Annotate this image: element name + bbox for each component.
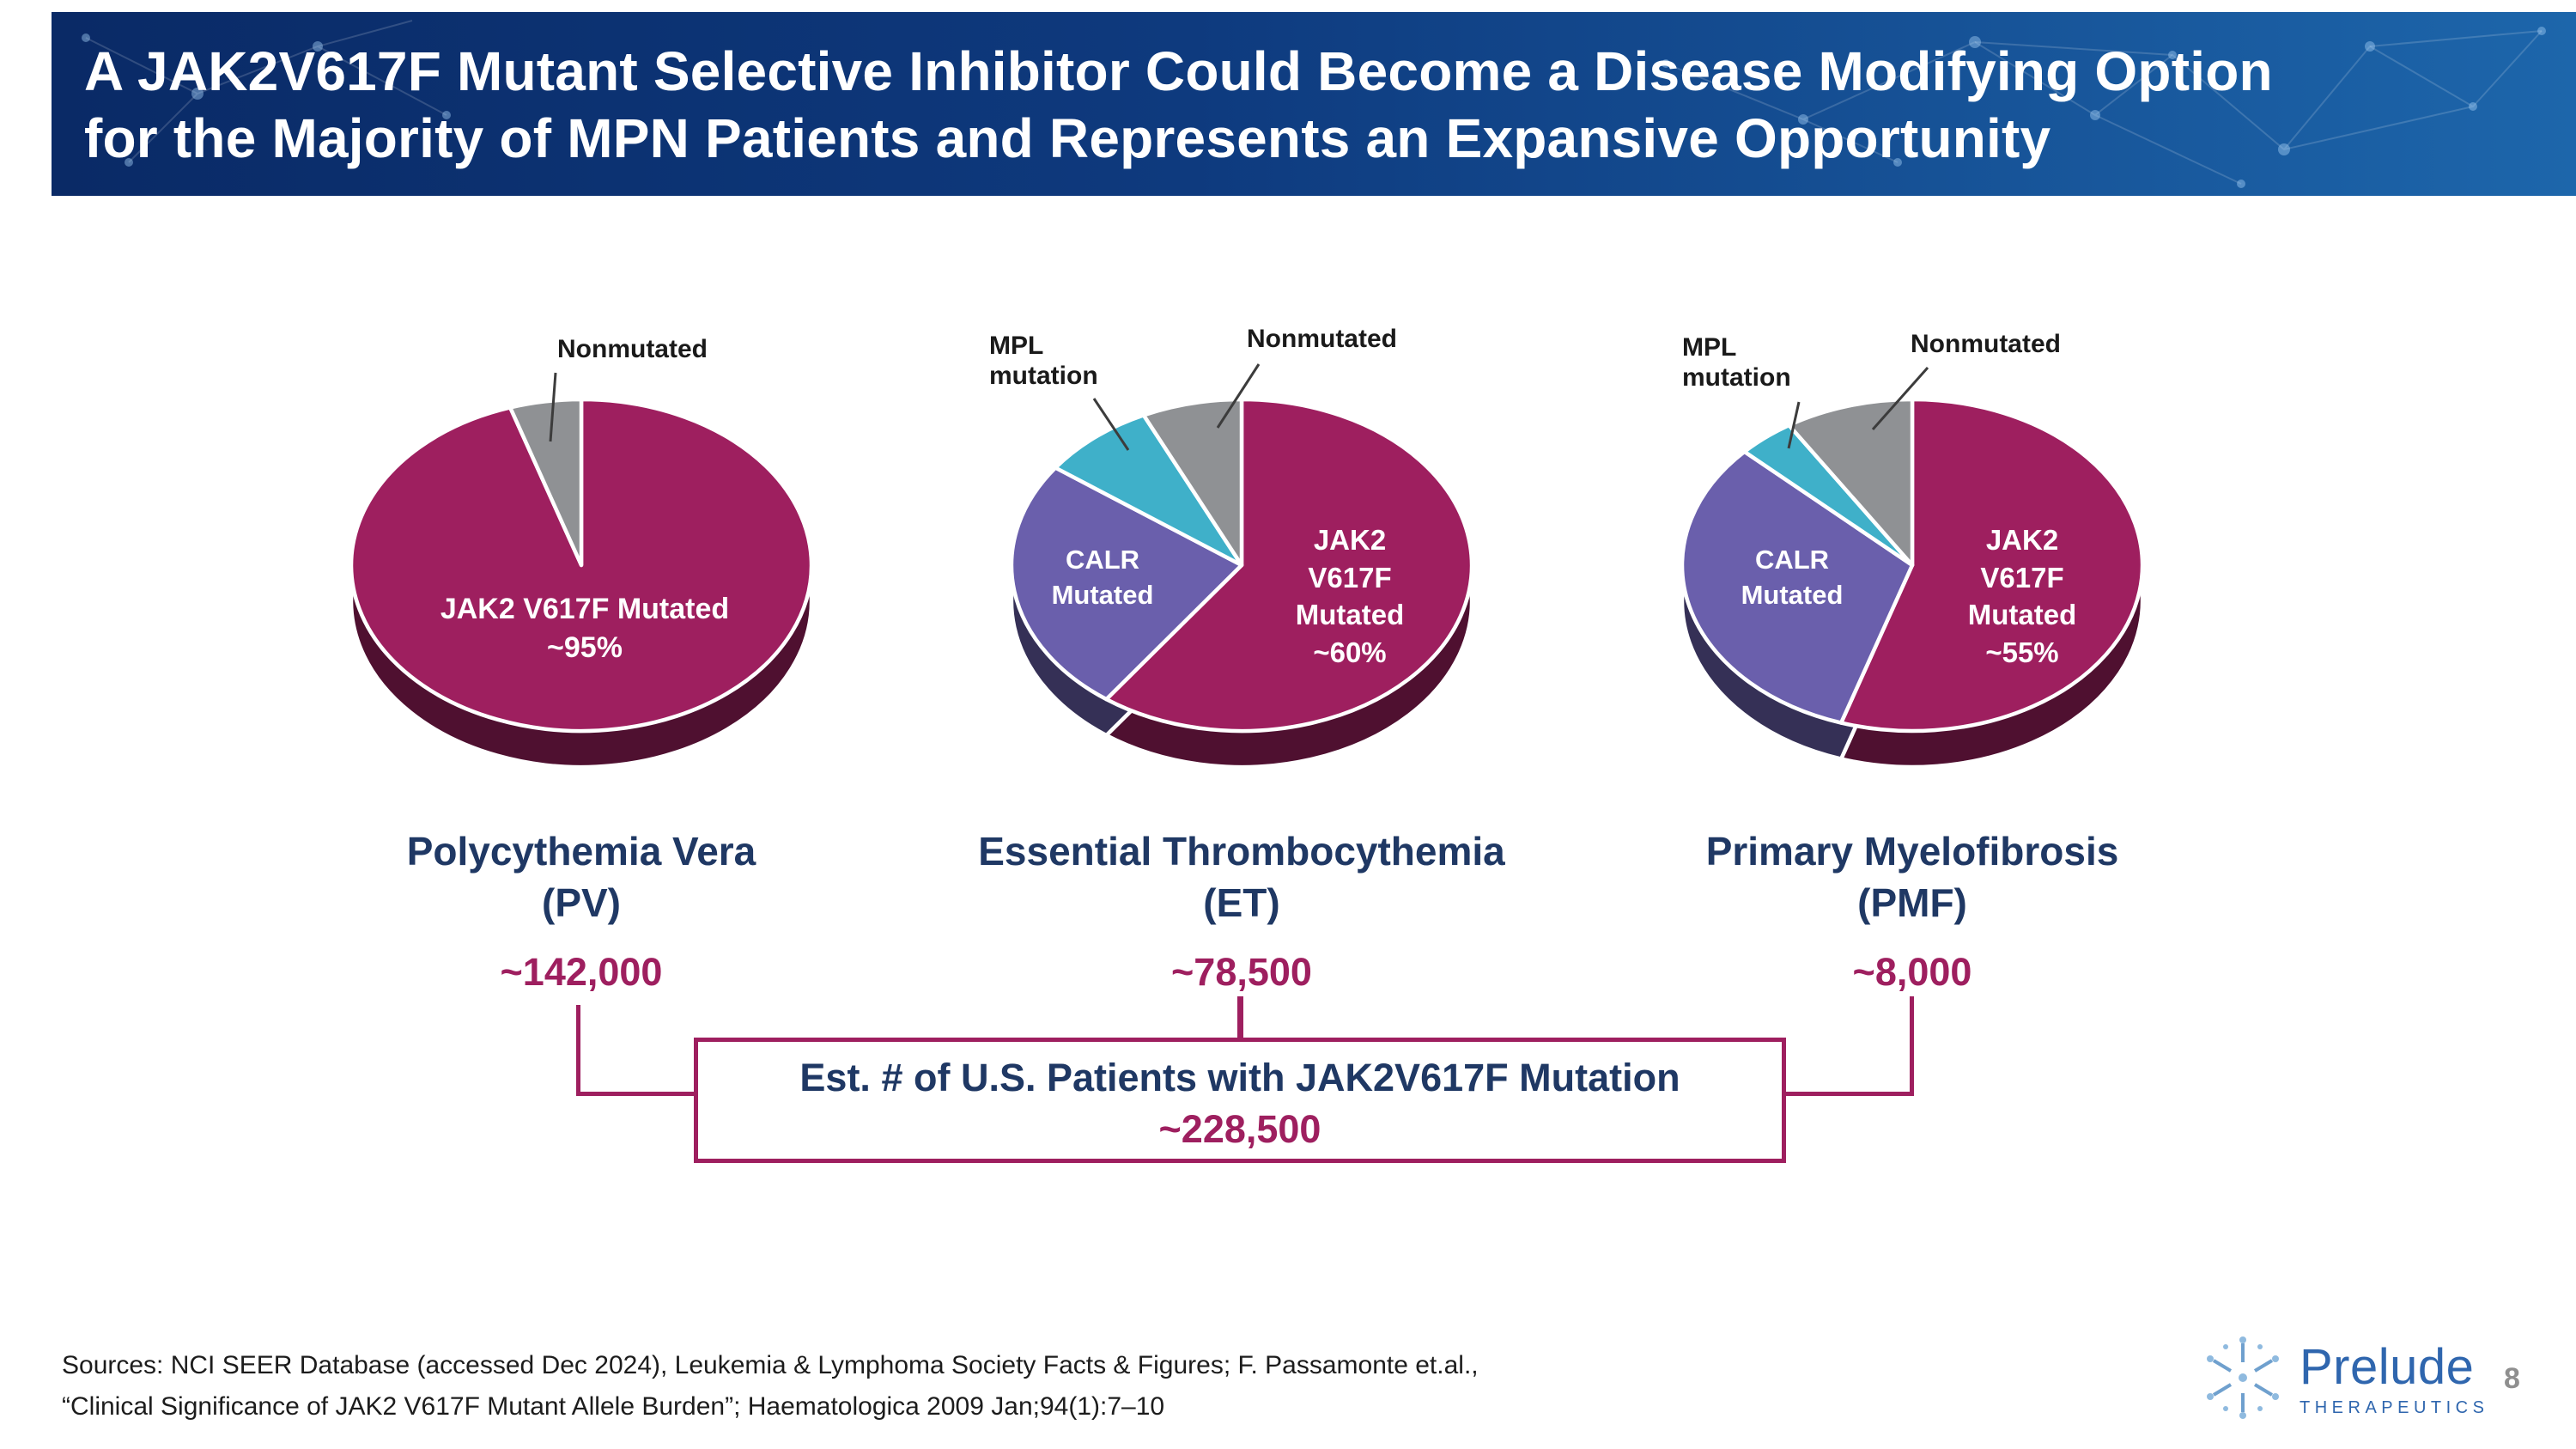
- chart-block-pv: Nonmutated JAK2 V617F Mutated ~95% Polyc…: [255, 323, 908, 995]
- slice-label-calr: CALR Mutated: [1741, 545, 1844, 610]
- connector-line-right-horizontal: [1784, 1092, 1914, 1096]
- page-number: 8: [2504, 1362, 2520, 1395]
- pie-slice-nonmutated: [507, 397, 584, 568]
- sources-line-2: “Clinical Significance of JAK2 V617F Mut…: [62, 1392, 1165, 1421]
- leader-line-nonmutated: [1871, 367, 1929, 430]
- summary-box-title: Est. # of U.S. Patients with JAK2V617F M…: [799, 1056, 1680, 1099]
- patient-count-et: ~78,500: [1171, 949, 1312, 994]
- sources-text: Sources: NCI SEER Database (accessed Dec…: [62, 1345, 1479, 1428]
- connector-line-left-vertical: [576, 1005, 580, 1096]
- prelude-logo: Prelude THERAPEUTICS: [2200, 1333, 2488, 1422]
- disease-name-et: Essential Thrombocythemia (ET): [978, 829, 1505, 925]
- callout-nonmutated: Nonmutated: [1911, 330, 2061, 358]
- leader-line-mpl: [1787, 401, 1801, 449]
- prelude-logo-text: Prelude THERAPEUTICS: [2300, 1338, 2488, 1418]
- callout-mpl-mutation: MPL mutation: [989, 332, 1098, 390]
- network-pattern-decoration: [82, 20, 2546, 188]
- patient-count-pv: ~142,000: [500, 949, 663, 994]
- pie-slice-jak2-v617f-mutated: [1104, 397, 1474, 734]
- slide-title: A JAK2V617F Mutant Selective Inhibitor C…: [84, 40, 2273, 170]
- patient-count-pmf: ~8,000: [1852, 949, 1972, 994]
- pie-slice-jak2-v617f-mutated: [1838, 397, 2145, 734]
- slice-label-jak2: JAK2 V617F Mutated ~60%: [1295, 523, 1405, 668]
- pmf-pie-chart: [1680, 367, 2145, 770]
- disease-name-pmf: Primary Myelofibrosis (PMF): [1705, 829, 2119, 925]
- pie-wrap-pv: Nonmutated JAK2 V617F Mutated ~95%: [255, 323, 908, 804]
- logo-subtitle: THERAPEUTICS: [2300, 1397, 2489, 1417]
- pie-slice-nonmutated: [1141, 397, 1244, 568]
- connector-line-left-horizontal: [576, 1092, 696, 1096]
- slice-label-jak2: JAK2 V617F Mutated ~95%: [440, 593, 730, 664]
- connector-line-middle-vertical: [1237, 996, 1243, 1041]
- slice-label-calr: CALR Mutated: [1051, 545, 1154, 610]
- connector-line-right-vertical: [1910, 996, 1914, 1096]
- chart-block-et: Nonmutated MPL mutation JAK2 V617F Mutat…: [915, 323, 1568, 995]
- callout-nonmutated: Nonmutated: [1247, 325, 1397, 353]
- pie-slice-calr-mutated: [1680, 449, 1915, 725]
- callout-mpl-mutation: MPL mutation: [1682, 333, 1791, 392]
- sources-line-1: Sources: NCI SEER Database (accessed Dec…: [62, 1351, 1479, 1379]
- summary-box: Est. # of U.S. Patients with JAK2V617F M…: [694, 1038, 1786, 1163]
- chart-block-pmf: Nonmutated MPL mutation JAK2 V617F Mutat…: [1586, 323, 2239, 995]
- leader-line-nonmutated: [549, 372, 557, 442]
- prelude-logo-icon: [2207, 1336, 2279, 1419]
- et-pie-chart: [1009, 363, 1474, 770]
- callout-nonmutated: Nonmutated: [557, 335, 708, 363]
- pie-wrap-pmf: Nonmutated MPL mutation JAK2 V617F Mutat…: [1586, 323, 2239, 804]
- summary-box-total: ~228,500: [1158, 1107, 1321, 1151]
- disease-name-pv: Polycythemia Vera (PV): [406, 829, 756, 925]
- leader-line-mpl: [1092, 398, 1130, 451]
- logo-name: Prelude: [2300, 1338, 2475, 1395]
- header-banner: A JAK2V617F Mutant Selective Inhibitor C…: [52, 12, 2576, 196]
- pie-slice-calr-mutated: [1009, 466, 1244, 702]
- pie-slice-mpl-mutation: [1053, 413, 1244, 568]
- pie-wrap-et: Nonmutated MPL mutation JAK2 V617F Mutat…: [915, 323, 1568, 804]
- slice-label-jak2: JAK2 V617F Mutated ~55%: [1967, 523, 2077, 668]
- leader-line-nonmutated: [1216, 363, 1261, 429]
- pv-pie-chart: [349, 372, 814, 770]
